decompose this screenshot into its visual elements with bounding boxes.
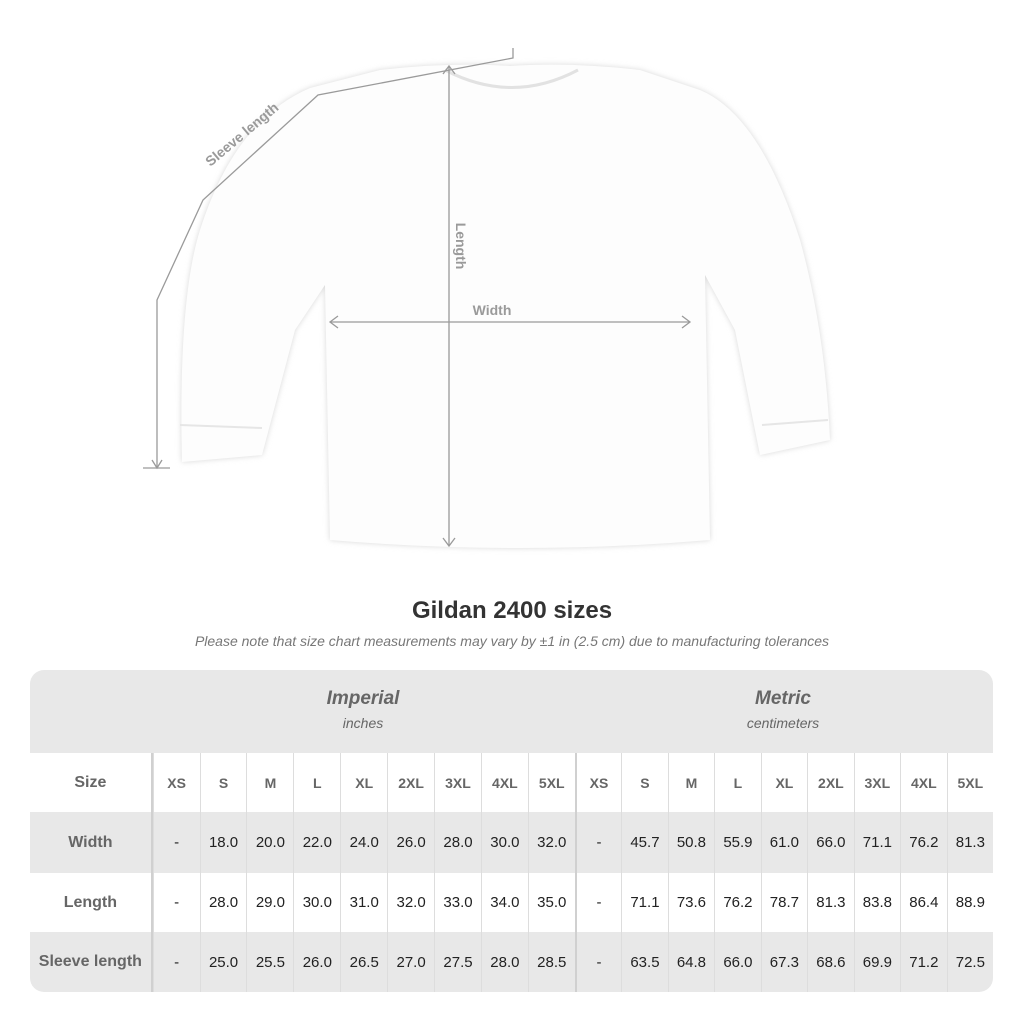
metric-value-cell: 71.2	[900, 932, 946, 992]
metric-value-cell: 66.0	[714, 932, 760, 992]
imperial-value-cell: 34.0	[480, 873, 528, 932]
imperial-value-cell: 33.0	[434, 873, 481, 932]
metric-value-cell: 63.5	[621, 932, 667, 992]
metric-value-cell: 67.3	[760, 932, 807, 992]
metric-value-cell: -	[574, 932, 621, 992]
imperial-size-header: M	[246, 753, 293, 812]
metric-size-header: XS	[574, 753, 621, 812]
imperial-size-header: 3XL	[434, 753, 481, 812]
length-label: Length	[453, 223, 469, 270]
metric-size-header: M	[667, 753, 714, 812]
imperial-value-cell: 30.0	[293, 873, 340, 932]
imperial-value-cell: 22.0	[293, 812, 340, 873]
imperial-size-header: S	[199, 753, 247, 812]
imperial-value-cell: 29.0	[246, 873, 293, 932]
imperial-value-cell: 18.0	[199, 812, 247, 873]
imperial-value-cell: 32.0	[387, 873, 434, 932]
metric-value-cell: -	[574, 873, 621, 932]
imperial-size-header: XS	[152, 753, 200, 812]
metric-value-cell: -	[574, 812, 621, 873]
table-row: Width -18.0 20.0 22.0 24.0 26.0 28.0 30.0 32.0-4…	[30, 812, 993, 873]
metric-value-cell: 50.8	[667, 812, 714, 873]
table-row: Sleeve length -25.0 25.5 26.0 26.5 27.0 27.5 28…	[30, 932, 993, 992]
shirt-illustration	[179, 64, 830, 549]
imperial-value-cell: 28.5	[527, 932, 575, 992]
metric-value-cell: 55.9	[714, 812, 760, 873]
imperial-value-cell: 28.0	[480, 932, 528, 992]
metric-size-header: 2XL	[807, 753, 853, 812]
metric-value-cell: 71.1	[621, 873, 667, 932]
metric-value-cell: 45.7	[621, 812, 667, 873]
imperial-value-cell: 32.0	[527, 812, 575, 873]
imperial-size-header: XL	[340, 753, 387, 812]
imperial-size-header: 4XL	[480, 753, 528, 812]
shirt-measurement-diagram: Sleeve length Length Width	[143, 48, 830, 549]
imperial-value-cell: 31.0	[340, 873, 387, 932]
row-label: Sleeve length	[30, 932, 153, 992]
imperial-value-cell: 26.5	[340, 932, 387, 992]
imperial-value-cell: -	[152, 812, 200, 873]
imperial-value-cell: 28.0	[434, 812, 481, 873]
imperial-value-cell: 35.0	[527, 873, 575, 932]
metric-value-cell: 76.2	[714, 873, 760, 932]
metric-value-cell: 88.9	[946, 873, 993, 932]
metric-value-cell: 73.6	[667, 873, 714, 932]
imperial-value-cell: 26.0	[387, 812, 434, 873]
size-header-row: Size XS S M L XL 2XL 3XL 4XL 5XL XS S M L XL 2XL 3XL 4XL 5…	[30, 753, 993, 812]
imperial-value-cell: 25.5	[246, 932, 293, 992]
metric-size-header: 3XL	[853, 753, 900, 812]
width-label: Width	[473, 302, 512, 318]
imperial-value-cell: 24.0	[340, 812, 387, 873]
imperial-value-cell: -	[152, 873, 200, 932]
imperial-unit: inches	[342, 715, 384, 731]
metric-size-header: 5XL	[946, 753, 993, 812]
imperial-size-header: L	[293, 753, 340, 812]
imperial-value-cell: -	[152, 932, 200, 992]
metric-value-cell: 81.3	[946, 812, 993, 873]
measure-lines	[143, 48, 692, 548]
metric-value-cell: 72.5	[946, 932, 993, 992]
tolerance-note: Please note that size chart measurements…	[194, 633, 830, 649]
metric-value-cell: 69.9	[853, 932, 900, 992]
metric-value-cell: 64.8	[667, 932, 714, 992]
imperial-value-cell: 25.0	[199, 932, 247, 992]
imperial-value-cell: 27.0	[387, 932, 434, 992]
metric-value-cell: 61.0	[760, 812, 807, 873]
metric-title: Metric	[755, 688, 811, 709]
imperial-value-cell: 26.0	[293, 932, 340, 992]
metric-size-header: XL	[760, 753, 807, 812]
row-label: Length	[30, 873, 153, 932]
metric-value-cell: 83.8	[853, 873, 900, 932]
metric-header: Metric centimeters	[573, 670, 993, 753]
row-label: Width	[30, 812, 153, 873]
metric-unit: centimeters	[746, 715, 820, 731]
imperial-value-cell: 30.0	[480, 812, 528, 873]
imperial-size-header: 2XL	[387, 753, 434, 812]
metric-value-cell: 71.1	[853, 812, 900, 873]
metric-size-header: L	[714, 753, 760, 812]
metric-value-cell: 81.3	[807, 873, 853, 932]
imperial-value-cell: 28.0	[199, 873, 247, 932]
imperial-header: Imperial inches	[153, 670, 573, 753]
metric-value-cell: 78.7	[760, 873, 807, 932]
size-label: Size	[30, 753, 153, 812]
table-row: Length -28.0 29.0 30.0 31.0 32.0 33.0 34.0 35.0-…	[30, 873, 993, 932]
metric-size-header: S	[621, 753, 667, 812]
metric-value-cell: 68.6	[807, 932, 853, 992]
imperial-size-header: 5XL	[527, 753, 575, 812]
metric-value-cell: 76.2	[900, 812, 946, 873]
imperial-value-cell: 27.5	[434, 932, 481, 992]
chart-title: Gildan 2400 sizes	[411, 597, 613, 624]
metric-size-header: 4XL	[900, 753, 946, 812]
metric-value-cell: 86.4	[900, 873, 946, 932]
size-table: Imperial inches Metric centimeters Size X…	[30, 670, 993, 992]
metric-value-cell: 66.0	[807, 812, 853, 873]
imperial-value-cell: 20.0	[246, 812, 293, 873]
imperial-title: Imperial	[326, 688, 400, 709]
